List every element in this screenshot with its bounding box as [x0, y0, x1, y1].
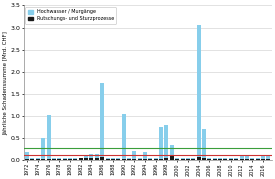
Bar	[197, 157, 201, 160]
Bar	[240, 159, 244, 160]
Bar	[57, 158, 61, 160]
Bar	[41, 159, 45, 160]
Bar	[100, 157, 104, 160]
Bar	[79, 158, 83, 160]
Bar	[122, 159, 126, 160]
Bar	[181, 158, 185, 160]
Bar	[229, 159, 233, 160]
Bar	[122, 114, 126, 160]
Bar	[191, 159, 195, 160]
Bar	[213, 158, 217, 160]
Bar	[170, 156, 174, 160]
Bar	[218, 159, 222, 160]
Bar	[234, 158, 238, 160]
Bar	[170, 145, 174, 160]
Bar	[31, 158, 34, 160]
Bar	[186, 158, 190, 160]
Bar	[73, 158, 77, 160]
Bar	[100, 83, 104, 160]
Bar	[266, 159, 270, 160]
Bar	[202, 158, 206, 160]
Bar	[106, 158, 109, 160]
Bar	[266, 154, 270, 160]
Bar	[111, 158, 115, 160]
Bar	[148, 159, 152, 160]
Bar	[84, 158, 88, 160]
Bar	[229, 158, 233, 160]
Bar	[207, 159, 211, 160]
Bar	[218, 158, 222, 160]
Bar	[143, 152, 147, 160]
Bar	[143, 159, 147, 160]
Bar	[36, 159, 40, 160]
Bar	[52, 158, 56, 160]
Bar	[213, 159, 217, 160]
Bar	[57, 159, 61, 160]
Bar	[73, 159, 77, 160]
Bar	[106, 159, 109, 160]
Bar	[84, 155, 88, 160]
Bar	[25, 159, 29, 160]
Bar	[245, 159, 249, 160]
Bar	[41, 138, 45, 160]
Legend: Hochwasser / Murgänge, Rutschungs- und Sturzprozesse: Hochwasser / Murgänge, Rutschungs- und S…	[25, 7, 116, 24]
Bar	[207, 158, 211, 160]
Bar	[250, 159, 254, 160]
Bar	[63, 159, 67, 160]
Bar	[164, 125, 169, 160]
Bar	[25, 152, 29, 160]
Bar	[46, 159, 51, 160]
Bar	[79, 158, 83, 160]
Bar	[63, 158, 67, 160]
Bar	[154, 158, 158, 160]
Bar	[202, 129, 206, 160]
Bar	[223, 158, 227, 160]
Bar	[89, 154, 94, 160]
Bar	[223, 159, 227, 160]
Bar	[250, 158, 254, 160]
Bar	[36, 158, 40, 160]
Bar	[132, 159, 136, 160]
Bar	[31, 159, 34, 160]
Bar	[138, 158, 142, 160]
Bar	[46, 115, 51, 160]
Bar	[240, 156, 244, 160]
Bar	[154, 159, 158, 160]
Bar	[234, 159, 238, 160]
Bar	[116, 159, 120, 160]
Bar	[116, 158, 120, 160]
Bar	[181, 159, 185, 160]
Bar	[127, 158, 131, 160]
Bar	[89, 158, 94, 160]
Bar	[111, 159, 115, 160]
Bar	[132, 151, 136, 160]
Bar	[175, 159, 179, 160]
Bar	[255, 158, 260, 160]
Y-axis label: Jährliche Schadenssumme [Mrd. CHF]: Jährliche Schadenssumme [Mrd. CHF]	[4, 31, 9, 135]
Bar	[138, 159, 142, 160]
Bar	[261, 159, 265, 160]
Bar	[127, 159, 131, 160]
Bar	[159, 127, 163, 160]
Bar	[197, 25, 201, 160]
Bar	[255, 159, 260, 160]
Bar	[148, 158, 152, 160]
Bar	[95, 158, 99, 160]
Bar	[164, 158, 169, 160]
Bar	[245, 156, 249, 160]
Bar	[159, 159, 163, 160]
Bar	[191, 158, 195, 160]
Bar	[68, 158, 72, 160]
Bar	[175, 158, 179, 160]
Bar	[186, 159, 190, 160]
Bar	[68, 159, 72, 160]
Bar	[261, 156, 265, 160]
Bar	[95, 154, 99, 160]
Bar	[52, 159, 56, 160]
